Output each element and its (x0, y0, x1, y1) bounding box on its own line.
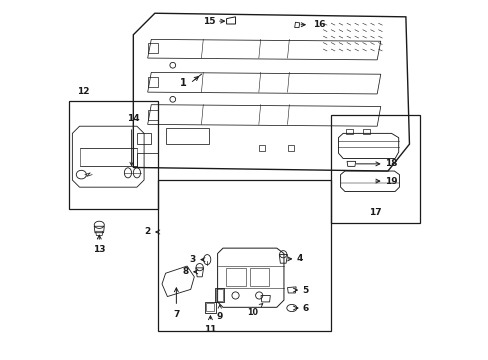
Bar (346, 129, 352, 134)
Bar (249, 268, 269, 286)
Bar (206, 303, 214, 311)
Text: 8: 8 (182, 267, 188, 276)
Text: 10: 10 (246, 308, 258, 317)
Text: 2: 2 (144, 228, 150, 237)
Text: 7: 7 (173, 310, 179, 319)
Bar (69, 101, 158, 209)
Bar (80, 148, 137, 166)
Bar (216, 289, 223, 301)
Bar (362, 129, 369, 134)
Bar (147, 110, 158, 120)
Bar (147, 43, 158, 53)
Text: 4: 4 (296, 255, 303, 264)
Text: 13: 13 (93, 244, 105, 253)
Text: 9: 9 (216, 312, 223, 321)
Bar (215, 288, 224, 302)
Text: 12: 12 (77, 87, 89, 96)
Text: 19: 19 (384, 176, 397, 185)
Text: 6: 6 (302, 303, 308, 312)
Text: 11: 11 (204, 324, 216, 333)
Bar (258, 145, 265, 151)
Text: 14: 14 (127, 114, 140, 123)
Bar (287, 145, 293, 151)
Text: 15: 15 (203, 17, 215, 26)
Text: 17: 17 (368, 208, 381, 217)
Text: 1: 1 (180, 78, 187, 88)
Bar (330, 116, 419, 223)
Bar (158, 180, 330, 330)
Text: 3: 3 (189, 255, 195, 264)
Text: 16: 16 (313, 20, 325, 29)
Bar (204, 302, 215, 313)
Text: 18: 18 (384, 159, 397, 168)
Bar (225, 268, 245, 286)
Text: 5: 5 (302, 285, 308, 294)
Bar (147, 77, 158, 87)
